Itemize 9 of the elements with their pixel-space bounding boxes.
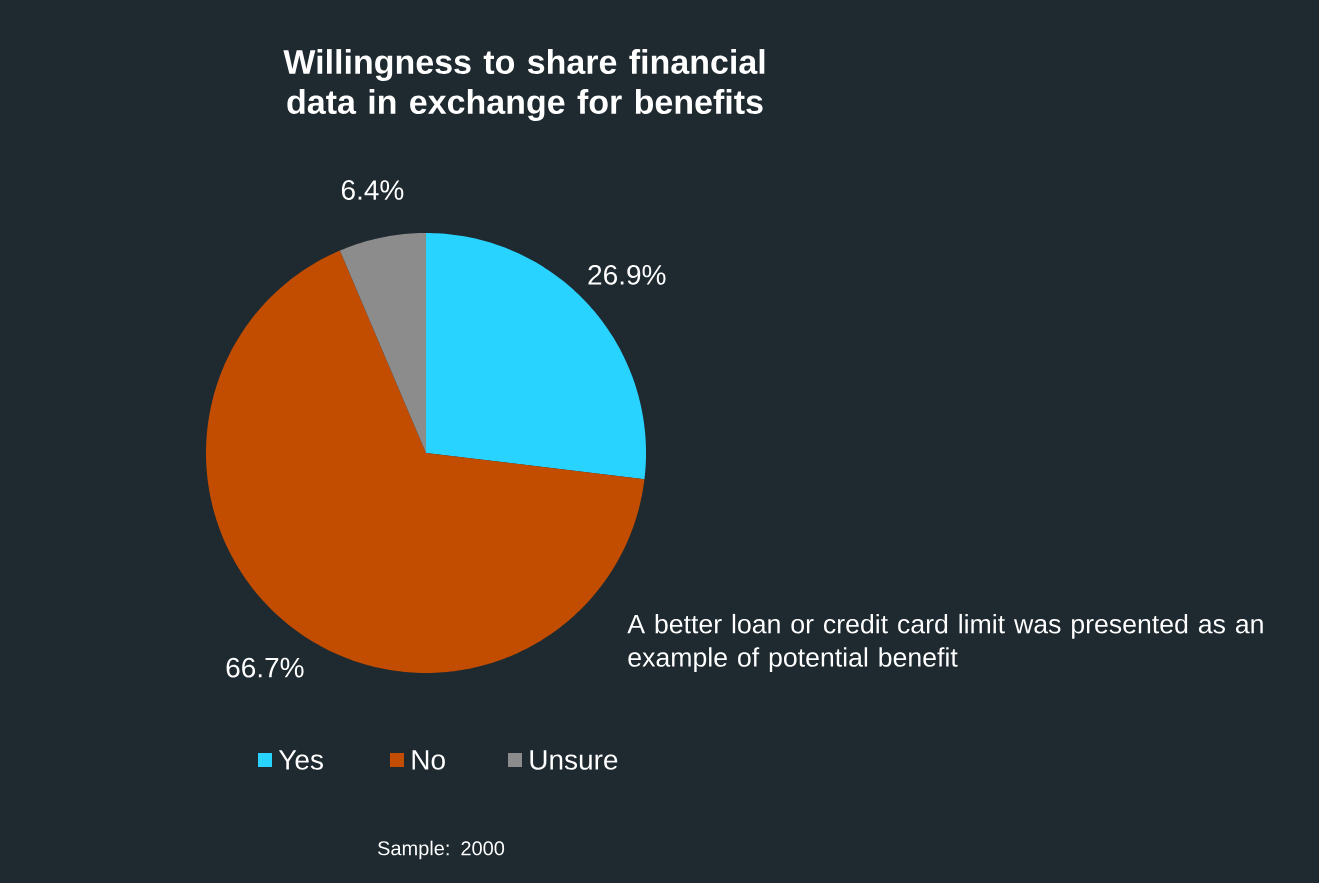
text: Sample: 2000 <box>377 840 505 860</box>
legend-label: Yes <box>278 750 323 770</box>
chart-title: Willingness to share financial data in exchange for benefits <box>283 49 765 121</box>
legend-label: Unsure <box>530 750 618 770</box>
data-label: 66.7% <box>226 657 304 678</box>
text: A better loan or credit card limit was presented as an example of potential benefit <box>627 613 1263 673</box>
data-label: 6.4% <box>341 180 404 200</box>
data-label: 26.9% <box>588 264 666 285</box>
legend-label: No <box>412 750 445 770</box>
